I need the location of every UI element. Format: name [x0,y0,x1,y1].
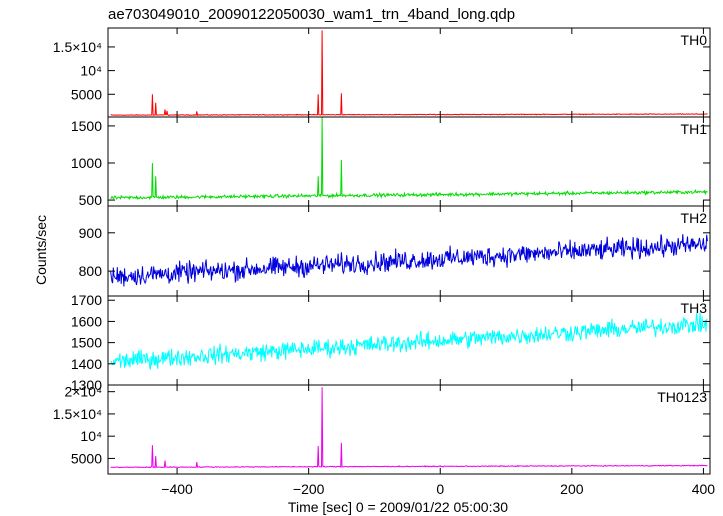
y-tick-label: 1.5×10⁴ [53,39,102,55]
chart-title: ae703049010_20090122050030_wam1_trn_4ban… [108,6,515,23]
y-axis-label: Counts/sec [33,215,49,285]
panel-frame [107,27,711,118]
y-tick-label: 10⁴ [80,428,102,444]
y-tick-label: 10⁴ [80,63,102,79]
x-tick-label: 200 [560,481,584,497]
panel-th2: 800 900 TH2 [79,205,711,297]
y-tick-label: 1600 [71,313,102,329]
y-tick-label: 2×10⁴ [64,384,102,400]
panel-th0123: 5000 10⁴ 1.5×10⁴ 2×10⁴ TH0123 [53,384,711,475]
y-tick-label: 1300 [71,377,102,393]
panel-label: TH0 [681,32,708,48]
panel-label: TH0123 [657,389,707,405]
series-line-th1 [110,117,708,201]
y-tick-label: 900 [79,225,103,241]
series-line-th3 [110,312,708,370]
series-line-th2 [110,234,708,287]
panel-label: TH1 [681,121,708,137]
y-tick-label: 1400 [71,356,102,372]
x-tick-label: 0 [436,481,444,497]
panel-label: TH3 [681,300,708,316]
y-tick-label: 1500 [71,335,102,351]
y-tick-label: 1700 [71,292,102,308]
panel-frame [107,205,711,297]
panel-frame [107,384,711,475]
panel-th0: 5000 10⁴ 1.5×10⁴ TH0 [53,27,711,118]
y-tick-label: 1000 [71,155,102,171]
panel-th3: 1300 1400 1500 1600 1700 TH3 [71,292,711,393]
y-tick-label: 800 [79,263,103,279]
y-tick-label: 500 [79,192,103,208]
panels-group: 5000 10⁴ 1.5×10⁴ TH0 500 1000 1500 TH1 800 900 TH2… [53,27,716,497]
series-line-th0 [110,30,708,117]
y-tick-label: 1.5×10⁴ [53,406,102,422]
y-tick-label: 5000 [71,450,102,466]
x-tick-label: −200 [293,481,325,497]
series-line-th0123 [110,387,708,469]
x-tick-label: −400 [161,481,193,497]
y-tick-label: 5000 [71,86,102,102]
x-axis-label: Time [sec] 0 = 2009/01/22 05:00:30 [288,499,508,515]
panel-label: TH2 [681,210,708,226]
panel-th1: 500 1000 1500 TH1 [71,116,711,208]
y-tick-label: 1500 [71,118,102,134]
x-tick-label: 400 [692,481,716,497]
